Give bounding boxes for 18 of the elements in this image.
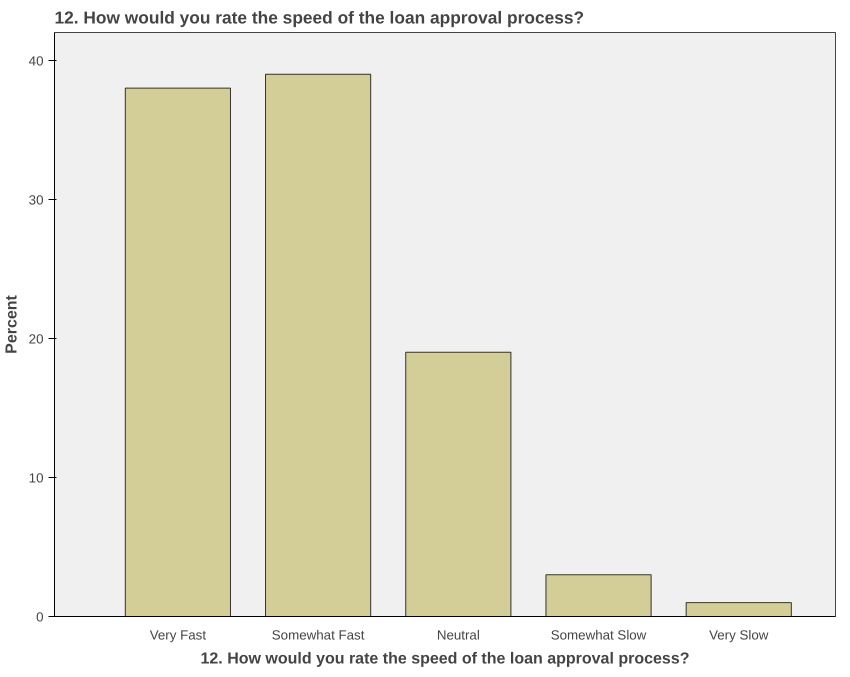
bar <box>545 574 652 616</box>
bar <box>686 602 792 616</box>
bar <box>124 88 231 616</box>
y-tick-label: 0 <box>36 610 44 624</box>
y-axis-title: Percent <box>4 294 21 354</box>
y-tick-label: 10 <box>28 470 44 486</box>
bar <box>265 74 372 616</box>
y-tick-label: 30 <box>28 192 44 208</box>
chart-title: 12. How would you rate the speed of the loan approval process? <box>54 8 584 28</box>
x-tick-label: Somewhat Fast <box>272 628 365 642</box>
bar <box>405 352 512 616</box>
y-tick-label: 20 <box>28 331 44 346</box>
x-tick-label: Very Fast <box>150 628 206 642</box>
x-axis-title: 12. How would you rate the speed of the loan approval process? <box>200 650 690 668</box>
y-tick-label: 40 <box>28 53 44 68</box>
x-tick-label: Very Slow <box>709 628 769 642</box>
x-tick-label: Neutral <box>436 628 480 642</box>
x-tick-label: Somewhat Slow <box>550 628 647 642</box>
